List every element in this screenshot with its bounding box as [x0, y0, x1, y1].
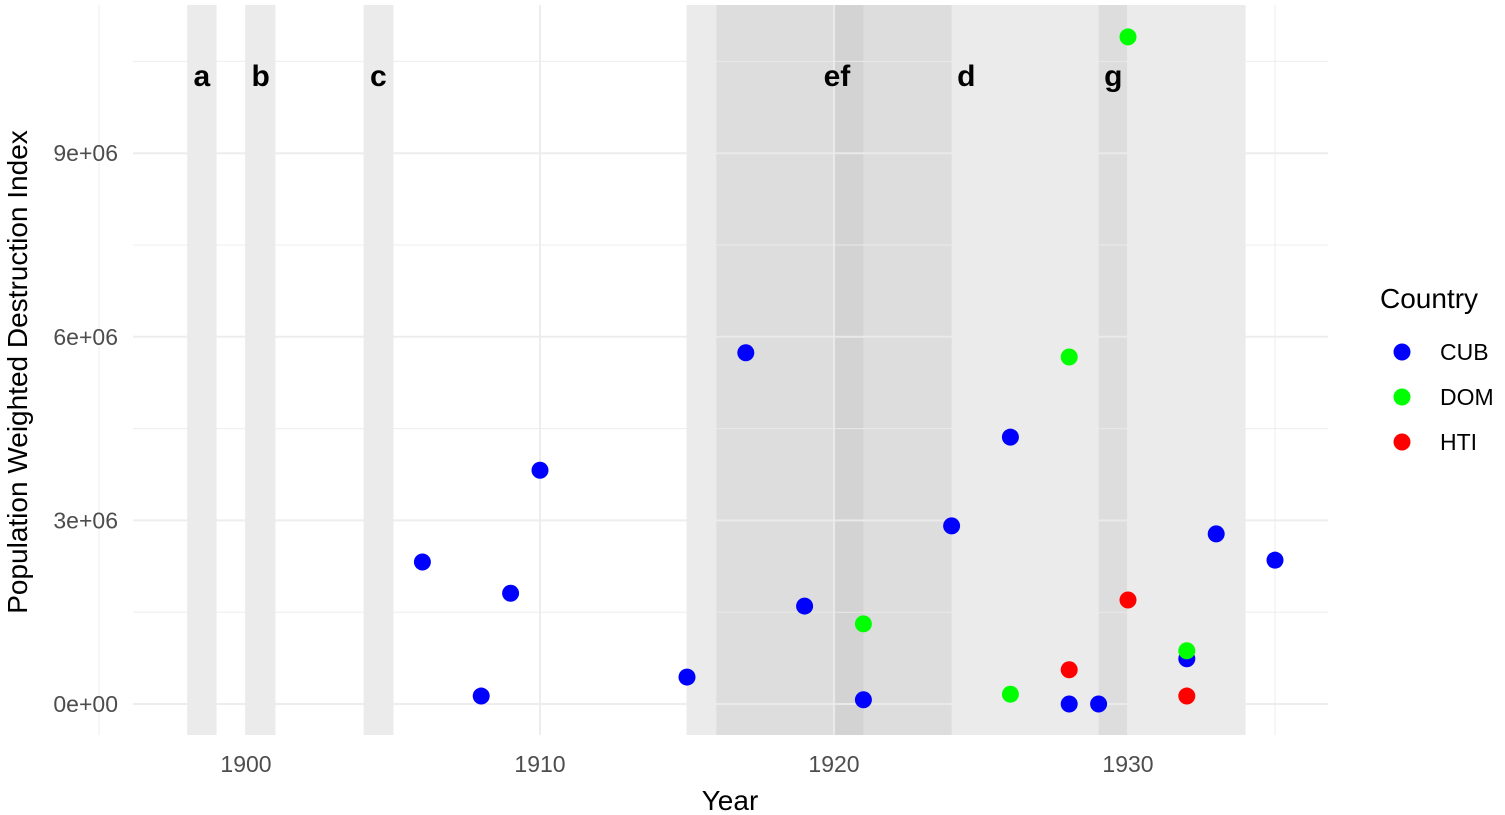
shaded-period-band — [834, 5, 864, 735]
shaded-periods — [187, 5, 1246, 735]
legend-label-hti: HTI — [1440, 429, 1477, 455]
data-point-dom — [1060, 348, 1078, 366]
legend-label-cub: CUB — [1440, 339, 1489, 365]
period-label: ef — [824, 60, 852, 93]
data-point-cub — [1207, 525, 1225, 543]
data-point-cub — [737, 344, 755, 362]
data-point-dom — [854, 615, 872, 633]
shaded-period-band — [1098, 5, 1128, 735]
shaded-period-band — [687, 5, 1246, 735]
data-point-cub — [1001, 428, 1019, 446]
x-tick-label: 1920 — [808, 751, 859, 777]
data-point-cub — [1266, 551, 1284, 569]
period-label: g — [1104, 60, 1122, 93]
data-point-dom — [1178, 642, 1196, 660]
period-label: c — [370, 60, 387, 93]
x-axis-ticks: 1900 1910 1920 1930 — [220, 751, 1153, 777]
data-point-cub — [502, 584, 520, 602]
data-point-cub — [678, 668, 696, 686]
data-point-hti — [1060, 661, 1078, 679]
data-point-cub — [1090, 695, 1108, 713]
legend-title: Country — [1380, 283, 1478, 314]
data-point-hti — [1119, 591, 1137, 609]
legend-key-cub — [1393, 343, 1411, 361]
y-axis-title: Population Weighted Destruction Index — [2, 130, 33, 614]
period-label: b — [252, 60, 270, 93]
shaded-period-band — [363, 5, 393, 735]
y-tick-label: 9e+06 — [53, 140, 118, 166]
period-label: d — [957, 60, 975, 93]
data-point-cub — [854, 691, 872, 709]
period-labels: a b c ef d g — [194, 60, 1123, 93]
data-point-cub — [796, 597, 814, 615]
data-point-cub — [1060, 695, 1078, 713]
data-point-hti — [1178, 687, 1196, 705]
period-label: a — [194, 60, 211, 93]
legend-label-dom: DOM — [1440, 384, 1494, 410]
legend-key-dom — [1393, 388, 1411, 406]
legend-key-hti — [1393, 433, 1411, 451]
data-point-cub — [413, 553, 431, 571]
x-tick-label: 1930 — [1102, 751, 1153, 777]
data-point-dom — [1001, 685, 1019, 703]
legend: Country CUB DOM HTI — [1380, 283, 1494, 455]
shaded-period-band — [187, 5, 217, 735]
data-point-cub — [943, 517, 961, 535]
data-point-cub — [531, 461, 549, 479]
data-point-dom — [1119, 28, 1137, 46]
shaded-period-band — [246, 5, 276, 735]
x-tick-label: 1900 — [220, 751, 271, 777]
gridlines — [98, 5, 1328, 735]
y-tick-label: 0e+00 — [53, 691, 118, 717]
x-tick-label: 1910 — [514, 751, 565, 777]
y-axis-ticks: 0e+00 3e+06 6e+06 9e+06 — [53, 140, 118, 717]
y-tick-label: 6e+06 — [53, 324, 118, 350]
x-axis-title: Year — [702, 785, 759, 815]
data-points — [413, 28, 1284, 713]
y-tick-label: 3e+06 — [53, 507, 118, 533]
data-point-cub — [472, 687, 490, 705]
